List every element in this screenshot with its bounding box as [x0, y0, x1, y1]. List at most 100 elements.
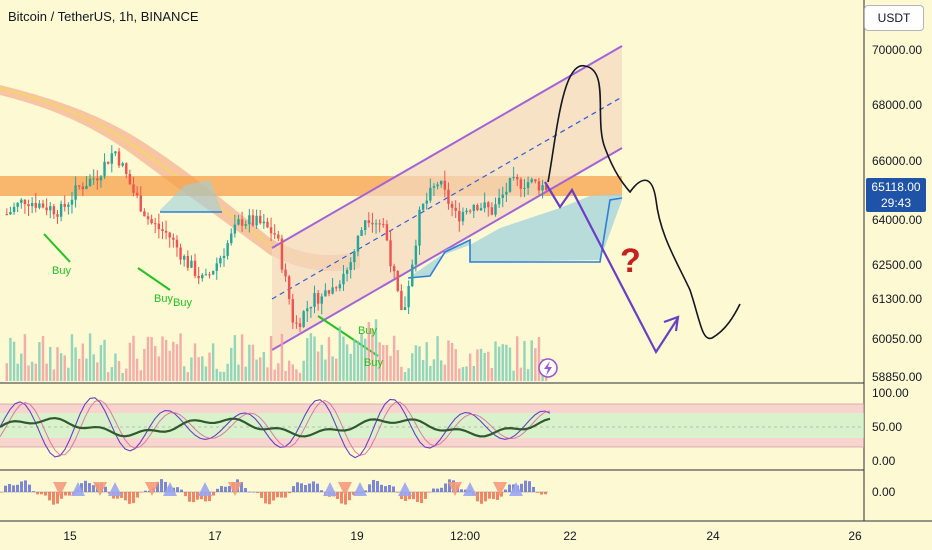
candle-body: [117, 151, 121, 166]
volume-bar: [269, 336, 273, 381]
volume-bar: [240, 334, 244, 381]
volume-bar: [128, 342, 132, 381]
candle-body: [52, 206, 56, 215]
volume-bar: [356, 340, 360, 381]
candle-body: [450, 203, 454, 208]
candle-body: [490, 207, 494, 215]
histogram-bar: [160, 479, 163, 492]
volume-bar: [483, 352, 486, 381]
volume-bar: [342, 336, 345, 381]
candle-body: [63, 203, 66, 207]
candle-body: [497, 197, 501, 205]
candle-body: [81, 186, 85, 190]
candle-body: [494, 204, 497, 215]
candle-body: [487, 202, 490, 208]
channel-upper-line: [271, 45, 623, 249]
volume-bar: [259, 357, 262, 381]
signal-triangle: [493, 482, 507, 496]
candle-body: [182, 255, 186, 260]
candle-body: [45, 207, 48, 211]
candle-body: [414, 245, 418, 265]
volume-bar: [150, 337, 153, 381]
candle-body: [324, 290, 327, 297]
volume-bar: [436, 336, 439, 381]
volume-bar: [34, 363, 37, 381]
candle-body: [530, 179, 533, 183]
candle-body: [284, 269, 287, 277]
candle-body: [534, 179, 537, 182]
candle-body: [541, 185, 544, 191]
candle-body: [70, 199, 74, 205]
candle-body: [407, 286, 410, 308]
volume-bar: [316, 351, 320, 381]
currency-button[interactable]: USDT: [864, 5, 924, 31]
candle-body: [338, 284, 342, 289]
volume-bar: [465, 366, 468, 381]
candle-body: [139, 195, 142, 212]
volume-bar: [378, 342, 381, 381]
candle-body: [208, 274, 211, 276]
candle-body: [461, 212, 465, 222]
price-tick-label: 60050.00: [872, 332, 922, 346]
cloud-left: [160, 180, 222, 212]
histogram-bar: [88, 483, 91, 492]
volume-bar: [9, 337, 12, 381]
histogram-bar: [500, 492, 503, 497]
volume-bar: [157, 356, 161, 381]
volume-bar: [371, 328, 374, 381]
candle-body: [179, 247, 182, 260]
signal-triangle: [509, 482, 523, 496]
candle-body: [92, 178, 95, 180]
candle-body: [443, 180, 447, 190]
volume-bar: [327, 337, 331, 381]
histogram-bar: [344, 492, 347, 505]
arrowhead: [663, 315, 680, 332]
volume-bar: [67, 367, 70, 381]
candle-body: [125, 163, 128, 174]
candle-body: [537, 181, 541, 191]
candle-body: [345, 270, 349, 274]
volume-bar: [454, 349, 457, 381]
buy-label: Buy: [358, 325, 377, 337]
candle-body: [418, 209, 421, 246]
volume-bar: [280, 333, 284, 381]
histogram-bar: [208, 492, 211, 502]
volume-bar: [85, 358, 88, 381]
histogram-bar: [128, 492, 131, 504]
volume-bar: [338, 326, 342, 381]
volume-bar: [255, 359, 258, 381]
histogram-bar: [220, 486, 223, 492]
volume-bar: [374, 319, 378, 381]
histogram-bar: [444, 483, 447, 492]
volume-bar: [41, 335, 45, 381]
volume-bar: [52, 369, 56, 381]
histogram-bar: [372, 479, 375, 492]
histogram-bar: [420, 492, 423, 504]
price-tick-label: 68000.00: [872, 98, 922, 112]
lightning-icon[interactable]: [538, 358, 558, 378]
histogram-bar: [368, 484, 371, 492]
volume-bar: [190, 357, 193, 381]
candle-body: [429, 187, 432, 201]
volume-bar: [295, 369, 298, 381]
oscillator-tick-label: 0.00: [872, 454, 896, 468]
volume-bar: [179, 333, 182, 381]
volume-bar: [230, 347, 233, 381]
volume-bar: [429, 365, 432, 381]
volume-bar: [385, 345, 389, 381]
volume-bar: [523, 340, 526, 381]
volume-bar: [248, 344, 251, 381]
candle-body: [392, 266, 396, 272]
candle-body: [34, 202, 37, 208]
last-price-value: 65118.00: [871, 180, 921, 194]
histogram-bar: [492, 492, 495, 500]
histogram-bar: [448, 479, 451, 492]
candle-body: [508, 177, 512, 192]
candle-body: [12, 206, 16, 212]
ichimoku-cloud: [408, 194, 622, 278]
volume-bar: [5, 363, 9, 381]
histogram-bar: [488, 492, 491, 499]
volume-bar: [186, 372, 190, 381]
histogram-bar: [164, 481, 167, 492]
